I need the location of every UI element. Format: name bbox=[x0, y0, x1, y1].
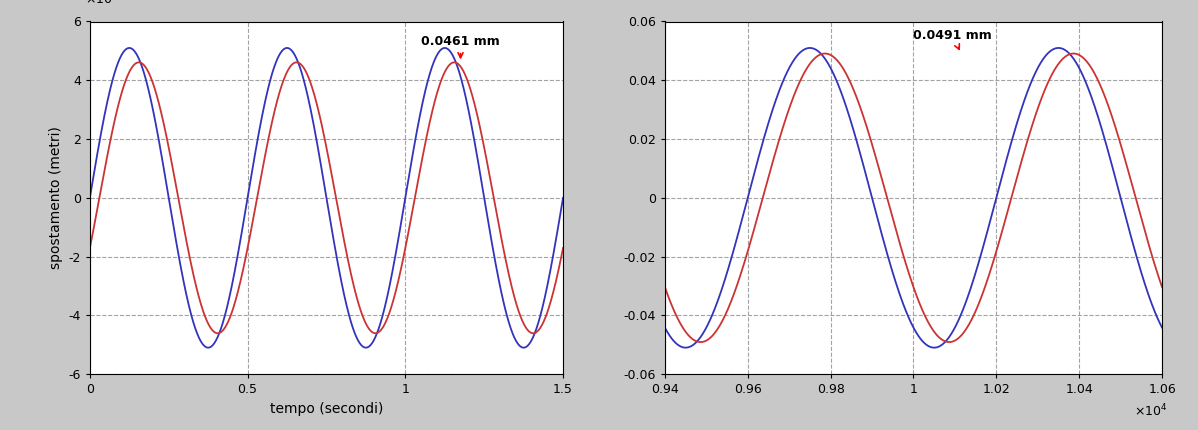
Y-axis label: spostamento (metri): spostamento (metri) bbox=[49, 126, 62, 269]
X-axis label: tempo (secondi): tempo (secondi) bbox=[270, 402, 383, 416]
Text: $\times 10^{4}$: $\times 10^{4}$ bbox=[1133, 402, 1167, 419]
Text: $\times 10^{-5}$: $\times 10^{-5}$ bbox=[85, 0, 126, 7]
Text: 0.0461 mm: 0.0461 mm bbox=[422, 35, 500, 58]
Text: 0.0491 mm: 0.0491 mm bbox=[913, 29, 992, 49]
